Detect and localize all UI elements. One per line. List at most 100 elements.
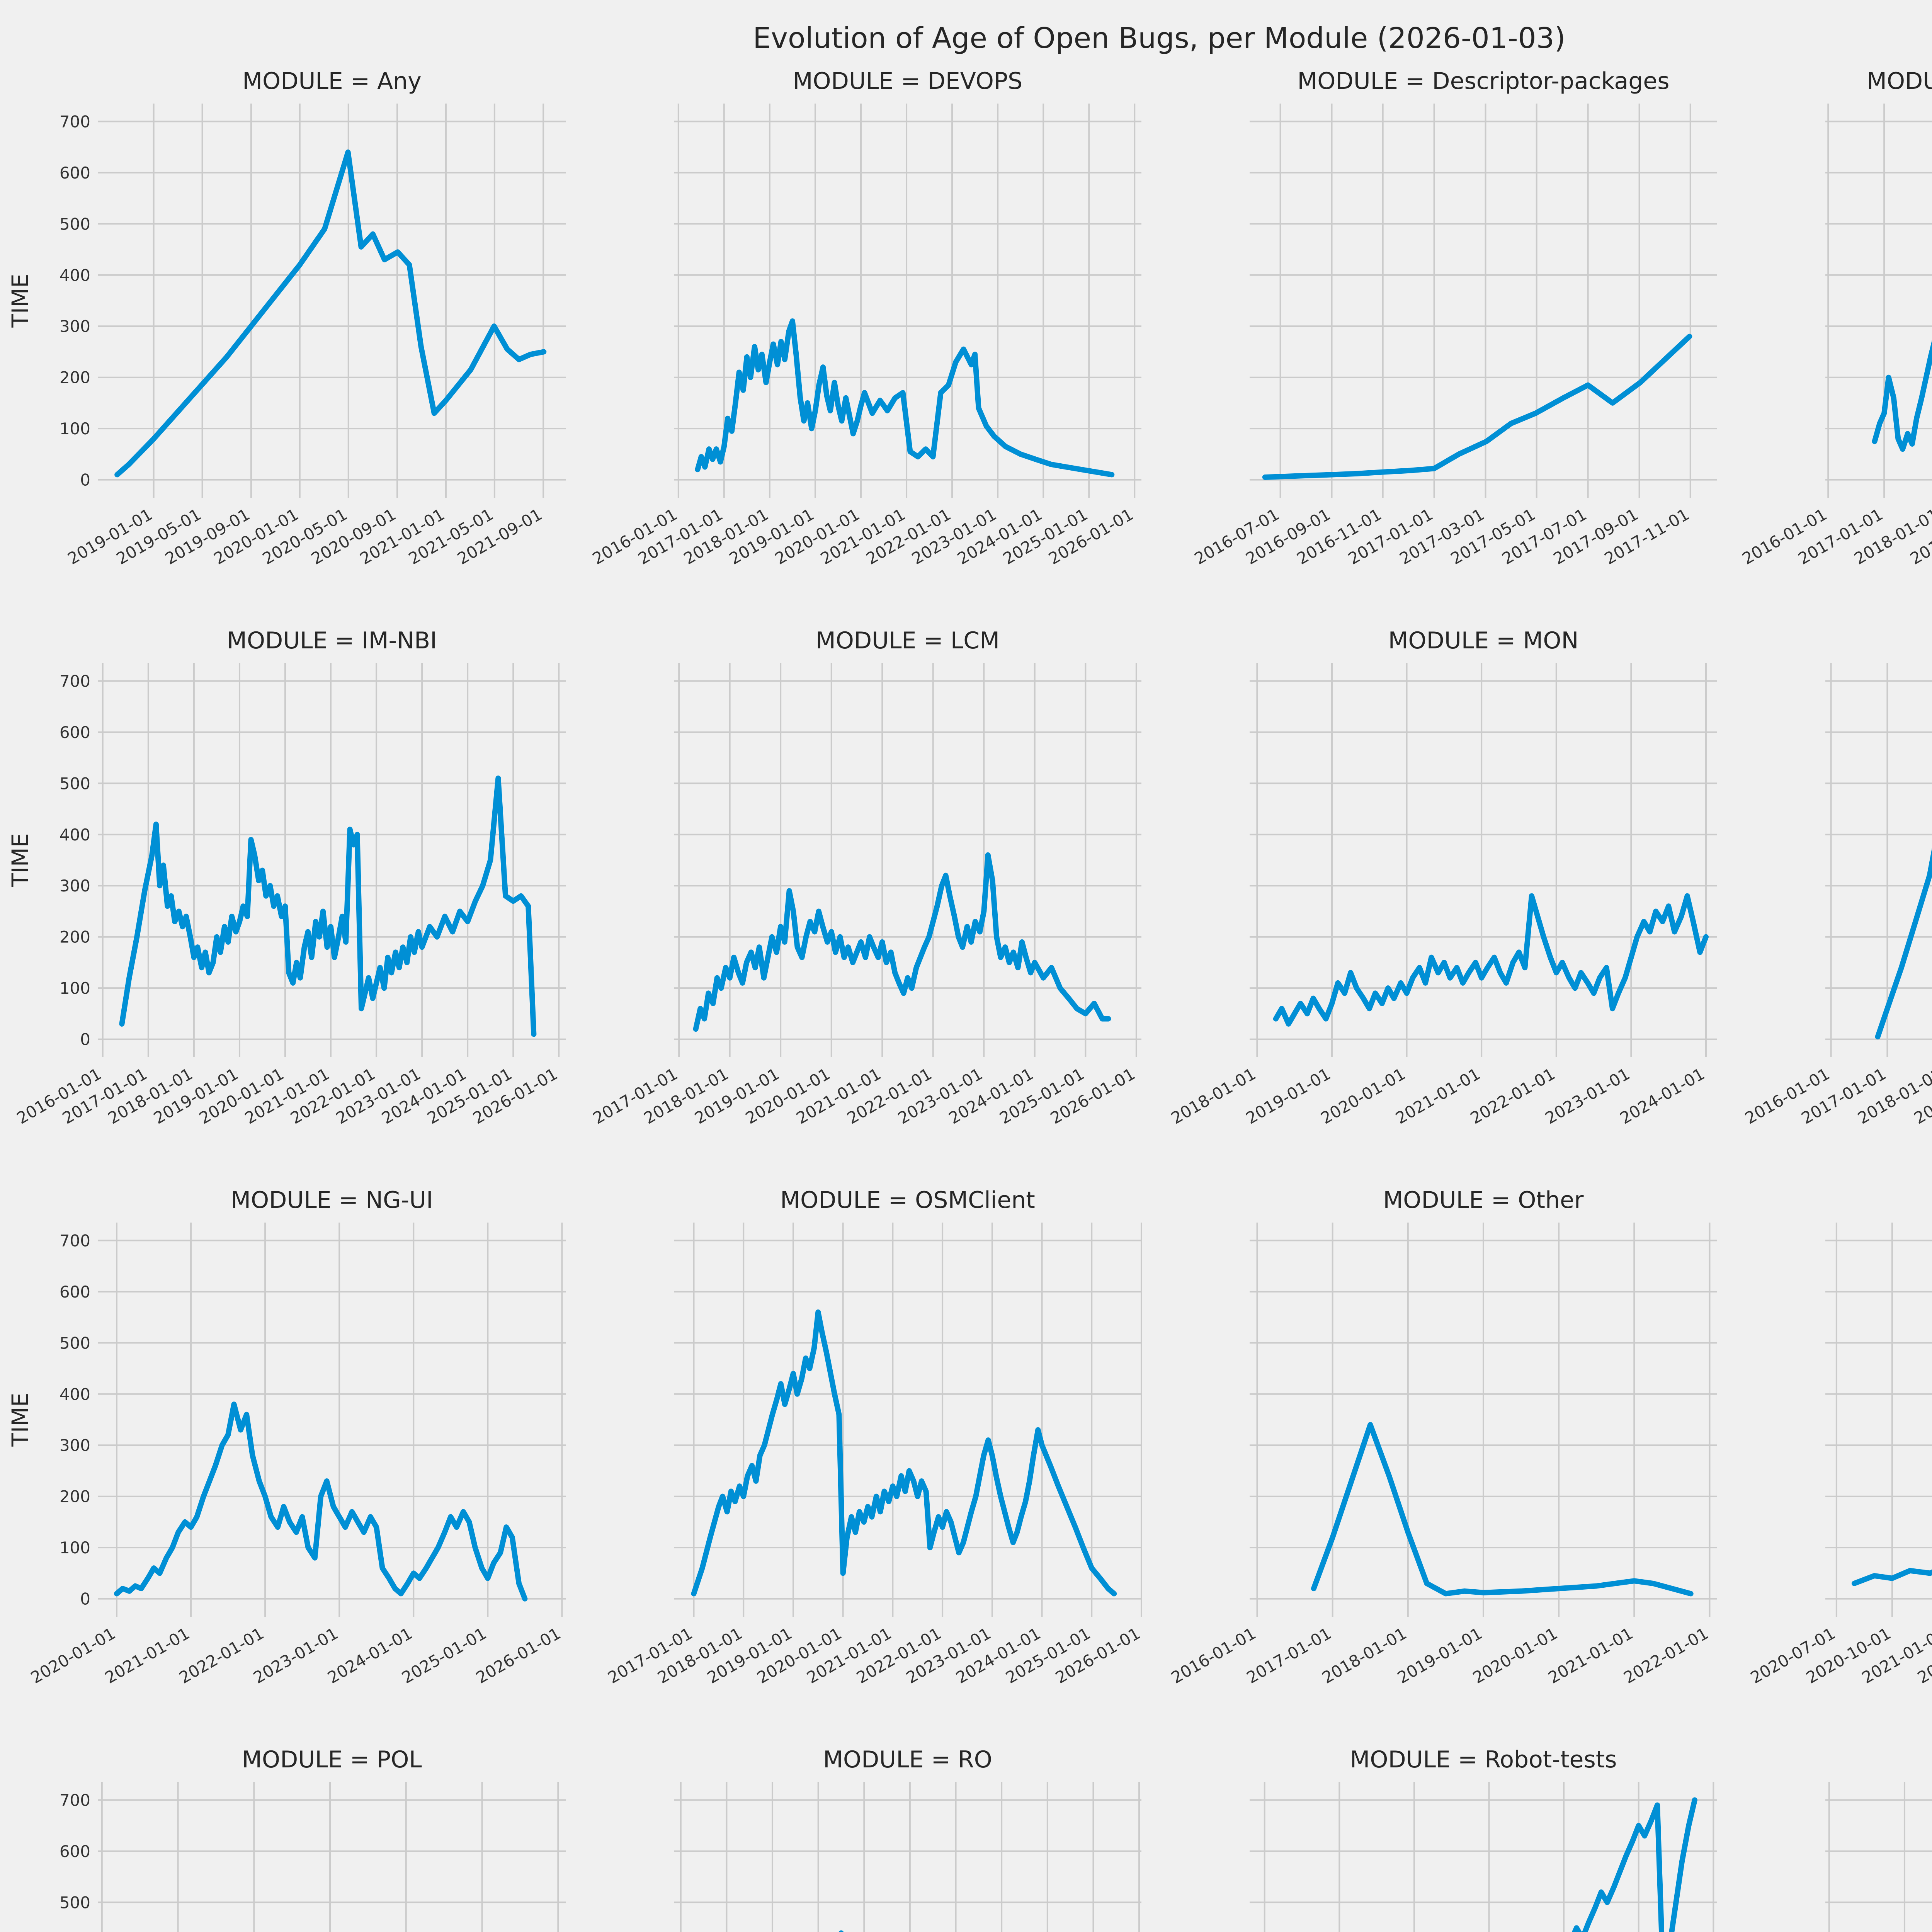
subplot-DEVOPS: MODULE = DEVOPS 2016-01-01 2017-01-01 2018-… <box>581 65 1157 617</box>
chart-canvas: MODULE = NG-UI 2020-01-012021-01-012022-0… <box>7 1187 566 1687</box>
subplot-title: MODULE = DEVOPS <box>793 68 1022 95</box>
subplot-MON: MODULE = MON 2018-01-01 2019-01-01 2020-01-… <box>1157 624 1733 1177</box>
y-tick-label: 600 <box>60 1842 90 1861</box>
y-tick-label: 300 <box>60 876 90 895</box>
subplot-title: MODULE = Robot-tests <box>1350 1746 1617 1773</box>
x-tick-label: 2024-01-01 <box>324 1624 415 1687</box>
y-tick-label: 600 <box>60 163 90 182</box>
subplot-N2VC: MODULE = N2VC2016-01-012017-01-012018-01… <box>1733 624 1932 1177</box>
bug-age-line <box>119 776 537 1037</box>
y-tick-label: 200 <box>60 928 90 947</box>
y-tick-label: 200 <box>60 368 90 387</box>
y-tick-label: 500 <box>60 214 90 233</box>
subplot-title: MODULE = Documentation / Wiki <box>1867 68 1932 95</box>
bug-age-line <box>693 852 1111 1032</box>
y-tick-label: 700 <box>60 112 90 131</box>
chart-canvas: MODULE = DEVOPS2016-01-012017-01-012018-… <box>589 68 1141 568</box>
bug-age-line <box>1273 893 1709 1027</box>
subplot-title: MODULE = POL <box>242 1746 422 1773</box>
subplot-title: MODULE = LCM <box>816 627 1000 654</box>
subplot-POL: MODULE = POL2018-01-012019-01-012020-01-… <box>5 1743 581 1932</box>
chart-canvas: MODULE = MON 2018-01-012019-01-012020-01-… <box>1168 627 1717 1128</box>
subplot-LCM: MODULE = LCM 2017-01-01 2018-01-01 2019-01-… <box>581 624 1157 1177</box>
chart-canvas: MODULE = Descriptor-packages2016-07-0120… <box>1191 68 1717 568</box>
y-tick-label: 700 <box>60 1231 90 1250</box>
bug-age-line <box>114 149 547 478</box>
y-tick-label: 500 <box>60 1893 90 1912</box>
x-tick-label: 2019-01-01 <box>1394 1624 1485 1687</box>
subplot-title: MODULE = NG-UI <box>231 1187 433 1214</box>
chart-canvas: MODULE = POL2018-01-012019-01-012020-01-… <box>60 1746 566 1932</box>
subplot-Robot-tests: MODULE = Robot-tests2020-01-012021-01-01… <box>1157 1743 1733 1932</box>
subplot-Unknown: MODULE = Unknown2016-01-012017-01-012018… <box>1733 1743 1932 1932</box>
y-tick-label: 100 <box>60 979 90 998</box>
subplot-Descriptor-packages: MODULE = Descriptor-packages 2016-07-01 20… <box>1157 65 1733 617</box>
bug-age-line <box>1886 1918 1932 1932</box>
y-tick-label: 300 <box>60 317 90 336</box>
x-tick-label: 2022-01-01 <box>176 1624 267 1687</box>
x-tick-label: 2021-01-01 <box>1545 1624 1636 1687</box>
bug-age-line <box>1571 1797 1697 1932</box>
subplot-Documentation / Wiki: MODULE = Documentation / Wiki2016-01-012… <box>1733 65 1932 617</box>
bug-age-line <box>1872 340 1932 452</box>
y-tick-label: 300 <box>60 1436 90 1455</box>
y-tick-label: 700 <box>60 672 90 690</box>
y-tick-label: 0 <box>80 1030 90 1049</box>
subplot-IM-NBI: MODULE = IM-NBI 2016-01-01 2017-01-01 2018-… <box>5 624 581 1177</box>
subplot-title: MODULE = Any <box>242 68 421 95</box>
y-tick-label: 600 <box>60 723 90 742</box>
x-tick-label: 2020-01-01 <box>1469 1624 1561 1687</box>
x-tick-label: 2018-01-01 <box>1168 1064 1259 1128</box>
x-tick-label: 2025-01-01 <box>398 1624 490 1687</box>
y-tick-label: 400 <box>60 1385 90 1404</box>
chart-canvas: MODULE = RO2016-01-012017-01-012018-01-0… <box>674 1746 1141 1932</box>
chart-canvas: MODULE = Robot-tests2020-01-012021-01-01… <box>1250 1746 1717 1932</box>
bug-age-line <box>1875 848 1932 1039</box>
x-tick-label: 2023-01-01 <box>1542 1064 1633 1128</box>
y-tick-label: 0 <box>80 1590 90 1609</box>
chart-canvas: MODULE = Unknown2016-01-012017-01-012018… <box>1825 1782 1932 1932</box>
chart-canvas: MODULE = Documentation / Wiki2016-01-012… <box>1739 68 1932 568</box>
figure-title: Evolution of Age of Open Bugs, per Modul… <box>753 22 1566 55</box>
y-tick-label: 400 <box>60 825 90 844</box>
subplot-title: MODULE = IM-NBI <box>227 627 437 654</box>
x-tick-label: 2020-01-01 <box>27 1624 119 1687</box>
chart-canvas: MODULE = N2VC2016-01-012017-01-012018-01… <box>1742 663 1932 1128</box>
chart-canvas: MODULE = Any2019-01-012019-05-012019-09-… <box>7 68 566 568</box>
chart-canvas: MODULE = IM-NBI2016-01-012017-01-012018-… <box>7 627 566 1128</box>
subplot-title: MODULE = MON <box>1388 627 1579 654</box>
y-tick-label: 200 <box>60 1487 90 1506</box>
x-tick-label: 2021-01-01 <box>102 1624 193 1687</box>
chart-canvas: MODULE = LCM2017-01-012018-01-012019-01-… <box>590 627 1141 1128</box>
subplot-title: MODULE = RO <box>823 1746 992 1773</box>
x-tick-label: 2016-01-01 <box>1168 1624 1259 1687</box>
x-tick-label: 2019-01-01 <box>1243 1064 1334 1128</box>
subplot-title: MODULE = Other <box>1383 1187 1584 1214</box>
subplot-PLA: MODULE = PLA2020-07-012020-10-012021-01-… <box>1733 1184 1932 1736</box>
y-tick-label: 0 <box>80 471 90 490</box>
bug-age-line <box>1851 1568 1932 1586</box>
x-tick-label: 2023-01-01 <box>250 1624 341 1687</box>
y-tick-label: 100 <box>60 1538 90 1557</box>
chart-canvas: MODULE = Other 2016-01-012017-01-012018-0… <box>1168 1187 1717 1687</box>
chart-canvas: MODULE = PLA2020-07-012020-10-012021-01-… <box>1747 1223 1932 1687</box>
subplot-title: MODULE = OSMClient <box>780 1187 1035 1214</box>
x-tick-label: 2022-01-01 <box>1621 1624 1712 1687</box>
y-tick-label: 600 <box>60 1282 90 1301</box>
subplot-RO: MODULE = RO2016-01-012017-01-012018-01-0… <box>581 1743 1157 1932</box>
x-tick-label: 2017-01-01 <box>1243 1624 1335 1687</box>
y-axis-label: TIME <box>7 274 33 328</box>
y-tick-label: 500 <box>60 774 90 793</box>
bug-age-line <box>1311 1422 1694 1597</box>
x-tick-label: 2026-01-01 <box>473 1624 564 1687</box>
facet-grid: MODULE = Any 2019-01-01 2019-05-01 2019-09-… <box>0 65 1932 1932</box>
subplot-NG-UI: MODULE = NG-UI 2020-01-01 2021-01-01 2022-0… <box>5 1184 581 1736</box>
bug-age-line <box>1262 333 1692 480</box>
x-tick-label: 2024-01-01 <box>1617 1064 1708 1128</box>
x-tick-label: 2022-01-01 <box>1467 1064 1558 1128</box>
subplot-Other: MODULE = Other 2016-01-01 2017-01-01 2018-0… <box>1157 1184 1733 1736</box>
bug-age-line <box>691 1309 1117 1597</box>
x-tick-label: 2020-01-01 <box>1318 1064 1409 1128</box>
bug-age-line <box>695 318 1115 478</box>
y-tick-label: 100 <box>60 419 90 438</box>
